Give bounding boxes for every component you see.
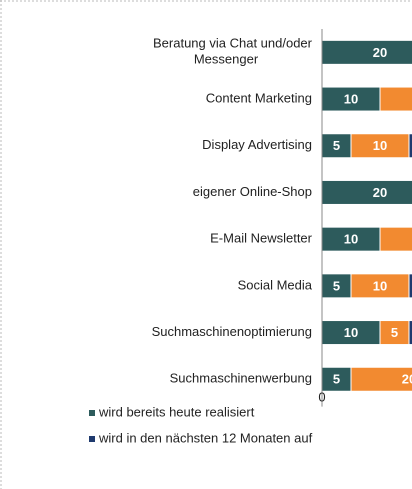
bar-segment <box>350 366 412 392</box>
value-label: 10 <box>344 325 358 340</box>
value-label: 5 <box>333 138 340 153</box>
category-label: Beratung via Chat und/oder Messenger <box>153 36 313 67</box>
bar-segment <box>321 179 412 205</box>
bar-segment <box>350 273 410 299</box>
bar-segment <box>321 39 412 65</box>
category-label: eigener Online-Shop <box>193 184 312 199</box>
bar-segment <box>408 133 412 159</box>
category-label: Social Media <box>238 277 313 292</box>
bar-segment <box>321 133 352 159</box>
bar-segment <box>379 226 412 252</box>
value-label: 20 <box>373 45 387 60</box>
value-label: 20 <box>373 185 387 200</box>
value-label: 5 <box>333 372 340 387</box>
legend-label: wird in den nächsten 12 Monaten auf <box>98 430 313 445</box>
category-label: Display Advertising <box>202 137 312 152</box>
value-label: 10 <box>344 91 358 106</box>
value-label: 10 <box>373 278 387 293</box>
legend-marker <box>89 410 95 416</box>
value-label: 10 <box>344 232 358 247</box>
value-label: 10 <box>373 138 387 153</box>
category-label: E-Mail Newsletter <box>210 231 313 246</box>
legend-marker <box>89 436 95 442</box>
category-label: Suchmaschinenoptimierung <box>152 324 312 339</box>
category-label: Content Marketing <box>206 90 312 105</box>
bar-segment <box>321 320 381 346</box>
value-label: 5 <box>391 325 398 340</box>
value-label: 20 <box>402 372 412 387</box>
bar-segment <box>408 320 412 346</box>
x-tick-label: 0 <box>318 389 325 404</box>
bar-segment <box>379 86 412 112</box>
legend-label: wird bereits heute realisiert <box>98 404 255 419</box>
value-label: 5 <box>333 278 340 293</box>
bar-segment <box>408 273 412 299</box>
category-label: Suchmaschinenwerbung <box>170 371 312 386</box>
